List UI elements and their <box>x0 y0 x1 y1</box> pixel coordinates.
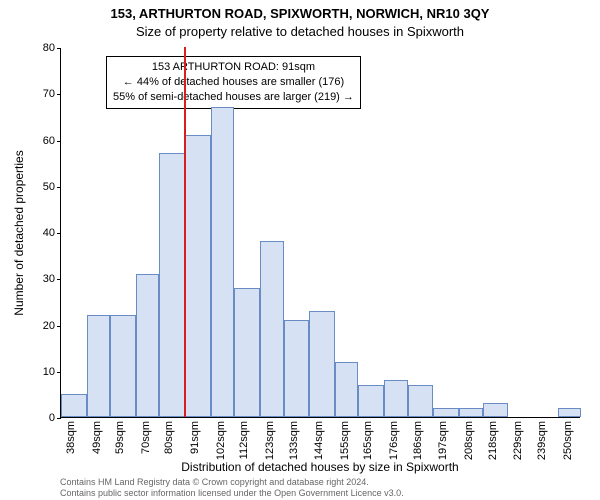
histogram-bar <box>433 408 459 417</box>
histogram-bar <box>384 380 407 417</box>
x-tick-label: 91sqm <box>189 421 201 454</box>
x-tick-label: 218sqm <box>487 421 499 460</box>
y-tick-label: 40 <box>43 227 55 239</box>
x-tick-label: 123sqm <box>264 421 276 460</box>
histogram-bar <box>483 403 509 417</box>
page-title: 153, ARTHURTON ROAD, SPIXWORTH, NORWICH,… <box>0 6 600 21</box>
x-tick-label: 250sqm <box>562 421 574 460</box>
histogram-bar <box>459 408 482 417</box>
reference-line <box>184 47 186 417</box>
histogram-bar <box>136 274 159 417</box>
x-tick-label: 239sqm <box>536 421 548 460</box>
histogram-bar <box>358 385 384 417</box>
x-tick-label: 197sqm <box>437 421 449 460</box>
x-tick-label: 144sqm <box>313 421 325 460</box>
x-tick-label: 102sqm <box>215 421 227 460</box>
histogram-bar <box>211 107 234 417</box>
histogram-bar <box>61 394 87 417</box>
y-tick-label: 20 <box>43 320 55 332</box>
x-tick-label: 133sqm <box>288 421 300 460</box>
histogram-plot: 153 ARTHURTON ROAD: 91sqm ← 44% of detac… <box>60 48 580 418</box>
x-tick-label: 165sqm <box>362 421 374 460</box>
histogram-bar <box>110 315 136 417</box>
y-tick-label: 80 <box>43 42 55 54</box>
y-tick-label: 60 <box>43 135 55 147</box>
histogram-bar <box>335 362 358 418</box>
x-tick-label: 208sqm <box>463 421 475 460</box>
y-tick-label: 30 <box>43 273 55 285</box>
x-tick-label: 80sqm <box>163 421 175 454</box>
histogram-bar <box>284 320 310 417</box>
x-tick-label: 155sqm <box>339 421 351 460</box>
x-tick-label: 59sqm <box>114 421 126 454</box>
y-tick-label: 70 <box>43 88 55 100</box>
histogram-bar <box>159 153 185 417</box>
x-tick-label: 70sqm <box>140 421 152 454</box>
footer-line: Contains public sector information licen… <box>60 488 590 498</box>
y-tick-label: 50 <box>43 181 55 193</box>
x-tick-label: 229sqm <box>512 421 524 460</box>
chart-subtitle: Size of property relative to detached ho… <box>0 24 600 39</box>
x-tick-label: 38sqm <box>65 421 77 454</box>
y-tick-label: 10 <box>43 366 55 378</box>
y-tick-label: 0 <box>49 412 55 424</box>
y-axis-label: Number of detached properties <box>12 48 26 418</box>
x-axis-label: Distribution of detached houses by size … <box>60 460 580 474</box>
x-tick-label: 112sqm <box>238 421 250 459</box>
histogram-bar <box>558 408 581 417</box>
histogram-bar <box>87 315 110 417</box>
footer-line: Contains HM Land Registry data © Crown c… <box>60 477 590 487</box>
x-tick-label: 49sqm <box>91 421 103 454</box>
annotation-line: 55% of semi-detached houses are larger (… <box>113 90 354 105</box>
footer-attribution: Contains HM Land Registry data © Crown c… <box>60 477 590 498</box>
histogram-bar <box>234 288 260 418</box>
annotation-box: 153 ARTHURTON ROAD: 91sqm ← 44% of detac… <box>106 56 361 109</box>
x-tick-label: 186sqm <box>412 421 424 460</box>
annotation-line: ← 44% of detached houses are smaller (17… <box>113 75 354 90</box>
histogram-bar <box>260 241 283 417</box>
x-tick-label: 176sqm <box>388 421 400 460</box>
histogram-bar <box>309 311 335 417</box>
histogram-bar <box>185 135 211 417</box>
annotation-line: 153 ARTHURTON ROAD: 91sqm <box>113 60 354 75</box>
histogram-bar <box>408 385 434 417</box>
